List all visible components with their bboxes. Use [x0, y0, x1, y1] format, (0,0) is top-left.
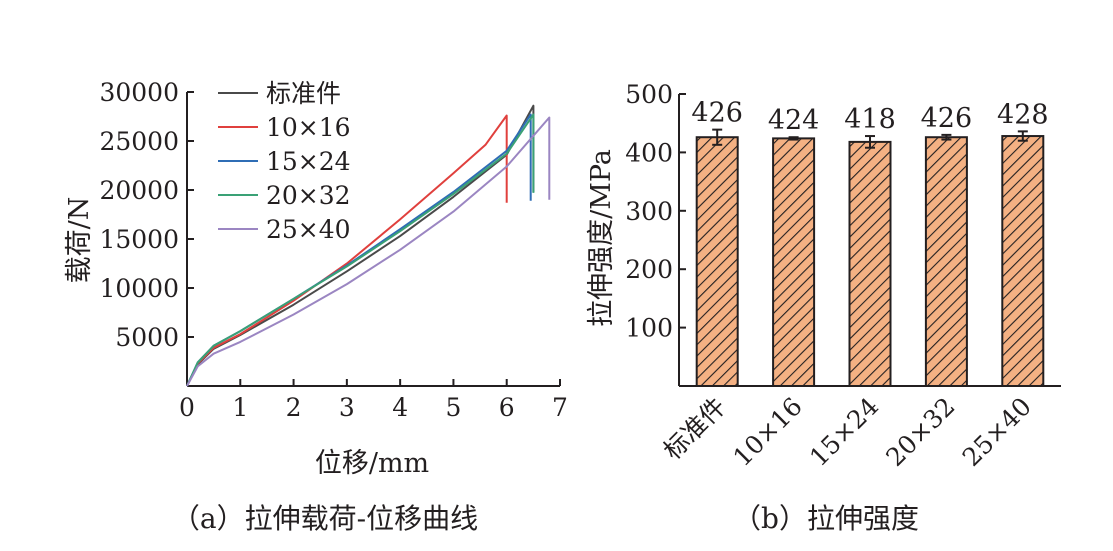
y-tick-label: 20000 — [99, 176, 179, 205]
x-tick-label: 4 — [392, 393, 408, 422]
series-line — [186, 113, 535, 387]
line-chart-ticks: 0 1 2 3 4 5 6 7 5000 10000 15000 20000 25000 30000 — [99, 78, 567, 422]
line-chart-axes — [186, 92, 560, 387]
bar-y-tick-label: 200 — [625, 255, 673, 284]
x-tick-label: 1 — [232, 393, 248, 422]
panel-b-caption: （b）拉伸强度 — [733, 502, 919, 535]
bar-value-label: 418 — [844, 104, 896, 135]
bar-value-label: 428 — [997, 99, 1049, 130]
bar-y-axis-label: 拉伸强度/MPa — [586, 149, 617, 327]
y-tick-label: 5000 — [115, 323, 179, 352]
x-tick-label: 2 — [286, 393, 302, 422]
bar-y-tick-label: 400 — [625, 138, 673, 167]
bar-y-tick-label: 500 — [625, 80, 673, 109]
x-axis-label: 位移/mm — [315, 448, 429, 479]
category-label: 15×24 — [804, 392, 884, 472]
legend-label: 10×16 — [266, 113, 351, 142]
series-line — [186, 113, 532, 387]
legend-label: 20×32 — [266, 181, 351, 210]
y-tick-label: 10000 — [99, 274, 179, 303]
series-line — [186, 114, 508, 387]
x-tick-label: 3 — [339, 393, 355, 422]
bar-chart-ticks: 100 200 300 400 500 — [625, 80, 686, 343]
category-label: 标准件 — [658, 392, 732, 466]
bar-chart-bars: 426 标准件 424 10×16 418 15×24 426 20×32 428 25×40 — [658, 98, 1049, 472]
x-tick-label: 6 — [499, 393, 515, 422]
bar — [772, 137, 816, 387]
category-label: 25×40 — [957, 392, 1037, 472]
bar-y-tick-label: 300 — [625, 197, 673, 226]
bar — [695, 136, 739, 387]
line-chart-series — [186, 104, 551, 387]
bar-value-label: 426 — [921, 103, 973, 134]
series-line — [186, 116, 551, 387]
panel-a-caption: （a）拉伸载荷-位移曲线 — [172, 502, 478, 535]
bar-y-tick-label: 100 — [625, 314, 673, 343]
bar — [1001, 135, 1045, 387]
legend-label: 15×24 — [266, 147, 351, 176]
category-label: 20×32 — [880, 392, 960, 472]
bar-value-label: 424 — [768, 105, 820, 136]
x-tick-label: 0 — [179, 393, 195, 422]
y-tick-label: 15000 — [99, 225, 179, 254]
line-chart-legend: 标准件 10×16 15×24 20×32 25×40 — [218, 79, 351, 244]
category-label: 10×16 — [728, 392, 808, 472]
legend-label: 标准件 — [266, 79, 341, 108]
bar — [848, 140, 892, 387]
x-tick-label: 5 — [445, 393, 461, 422]
legend-label: 25×40 — [266, 215, 351, 244]
y-axis-label: 载荷/N — [64, 197, 95, 284]
y-tick-label: 25000 — [99, 127, 179, 156]
x-tick-label: 7 — [552, 393, 568, 422]
bar-value-label: 426 — [691, 98, 743, 129]
bar — [924, 136, 968, 387]
line-chart-panel: 0 1 2 3 4 5 6 7 5000 10000 15000 20000 25000 30000 标准… — [64, 78, 568, 535]
y-tick-label: 30000 — [99, 78, 179, 107]
